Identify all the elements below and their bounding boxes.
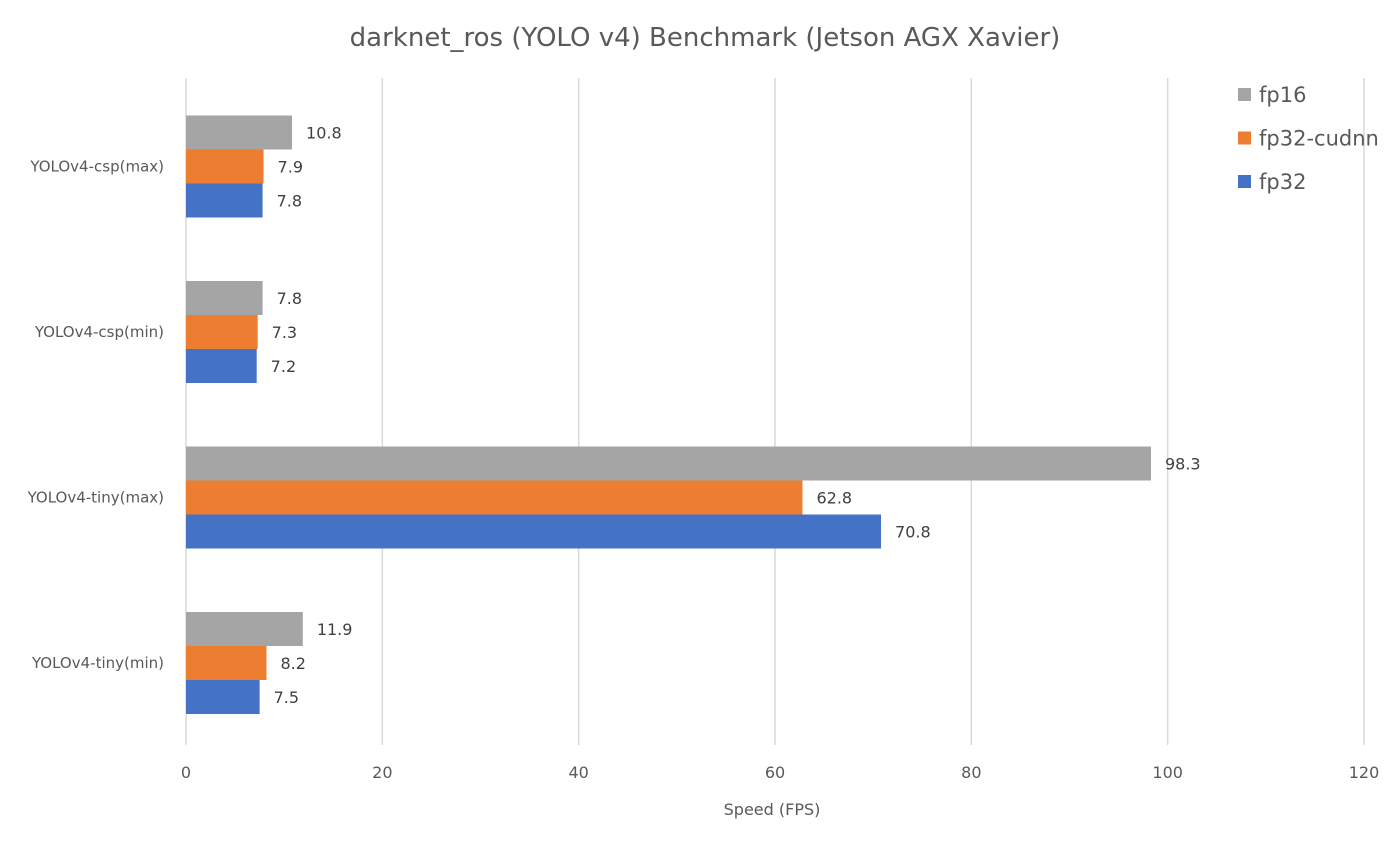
bar-fp32-cudnn	[186, 480, 803, 515]
legend-swatch	[1238, 131, 1251, 145]
x-tick-label: 0	[181, 763, 191, 782]
x-axis-title: Speed (FPS)	[724, 800, 821, 819]
x-tick-labels: 0 20 40 60 80 100 120	[181, 763, 1379, 782]
bar-fp32-cudnn	[186, 646, 267, 680]
bar-fp16	[186, 115, 293, 150]
data-label: 7.8	[277, 289, 302, 308]
x-tick-label: 80	[961, 763, 981, 782]
data-label: 62.8	[816, 489, 852, 508]
data-label: 11.9	[317, 620, 353, 639]
data-label: 7.2	[271, 357, 296, 376]
gridlines	[185, 78, 1365, 745]
category-labels: YOLOv4-csp(max) YOLOv4-csp(min) YOLOv4-tin…	[27, 158, 164, 673]
legend-swatch	[1238, 88, 1251, 101]
chart-title: darknet_ros (YOLO v4) Benchmark (Jetson …	[350, 23, 1061, 53]
x-tick-label: 120	[1349, 763, 1380, 782]
legend: fp16 fp32-cudnn fp32	[1238, 83, 1379, 194]
bar-fp32-cudnn	[186, 315, 258, 349]
data-label: 10.8	[306, 124, 342, 143]
bars	[186, 115, 1151, 714]
x-tick-label: 40	[568, 763, 588, 782]
x-tick-label: 60	[765, 763, 785, 782]
category-label: YOLOv4-csp(min)	[34, 323, 164, 341]
category-label: YOLOv4-csp(max)	[29, 158, 164, 176]
legend-label: fp16	[1259, 83, 1306, 107]
data-label: 7.5	[274, 688, 299, 707]
category-label: YOLOv4-tiny(min)	[31, 654, 164, 672]
data-label: 8.2	[280, 654, 305, 673]
bar-fp16	[186, 281, 263, 315]
legend-swatch	[1238, 175, 1251, 188]
data-label: 70.8	[895, 523, 931, 542]
data-labels: 10.87.9 7.8 7.8 7.3 7.2 98.3 62.8 70.8 11.9 8.2 7.…	[271, 124, 1201, 708]
x-tick-label: 100	[1152, 763, 1183, 782]
data-label: 7.9	[278, 158, 303, 177]
bar-fp32	[186, 514, 882, 549]
data-label: 7.3	[272, 323, 297, 342]
bar-fp32	[186, 680, 260, 714]
bar-fp16	[186, 446, 1151, 481]
data-label: 98.3	[1165, 455, 1201, 474]
legend-label: fp32	[1259, 170, 1306, 194]
bar-fp32	[186, 349, 257, 383]
bar-fp32-cudnn	[186, 149, 264, 184]
x-tick-label: 20	[372, 763, 392, 782]
bar-fp32	[186, 183, 263, 218]
category-label: YOLOv4-tiny(max)	[27, 489, 164, 507]
legend-label: fp32-cudnn	[1259, 127, 1379, 151]
data-label: 7.8	[277, 192, 302, 211]
bar-fp16	[186, 612, 303, 646]
